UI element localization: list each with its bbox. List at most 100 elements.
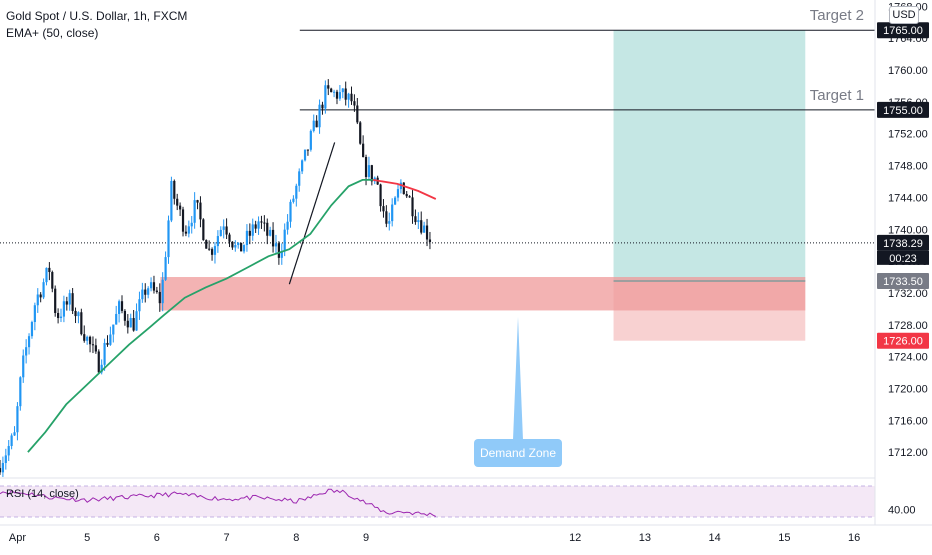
candle <box>359 122 362 144</box>
candle <box>106 342 109 345</box>
candle <box>338 92 341 99</box>
ema-layer <box>27 178 437 453</box>
candle <box>330 88 333 93</box>
candle <box>91 344 95 346</box>
target-1-price-tag-label: 1755.00 <box>883 105 923 117</box>
candle <box>420 220 423 233</box>
price-tags-layer: 1765.00 1755.00 1738.29 00:23 1733.50 1726.00 <box>877 22 929 349</box>
candle <box>292 198 295 202</box>
candle <box>266 222 269 236</box>
candle <box>237 242 240 246</box>
time-tick-label: 12 <box>569 532 581 544</box>
candle <box>109 334 112 345</box>
candle <box>277 243 280 258</box>
time-tick-label: 15 <box>778 532 790 544</box>
candle <box>45 267 48 283</box>
demand-zone-label: Demand Zone <box>480 446 556 460</box>
candle <box>309 130 312 150</box>
candle <box>1 462 5 473</box>
rsi-legend[interactable]: RSI (14, close) <box>6 488 79 500</box>
candle <box>289 201 292 222</box>
candle <box>234 245 237 248</box>
target-1-price-tag <box>877 101 929 118</box>
candle <box>118 301 121 314</box>
candle <box>222 226 225 230</box>
zones-layer <box>160 30 806 341</box>
candle <box>27 336 31 348</box>
candle <box>36 294 39 306</box>
target-2-price-tag-label: 1765.00 <box>883 25 923 37</box>
target-zone <box>613 30 806 281</box>
candle <box>417 220 420 223</box>
candle <box>402 182 405 195</box>
current-price-tag <box>877 234 929 251</box>
candle <box>120 301 124 311</box>
candle <box>97 351 100 373</box>
symbol-legend[interactable]: Gold Spot / U.S. Dollar, 1h, FXCM <box>6 9 188 23</box>
candle <box>129 318 132 328</box>
price-tick-label: 1724.00 <box>888 352 928 364</box>
candle <box>155 290 158 292</box>
candle <box>167 220 170 258</box>
candle <box>248 230 251 236</box>
candle <box>0 468 2 473</box>
candle <box>62 301 66 317</box>
candle <box>353 101 356 106</box>
candle <box>240 242 243 252</box>
candle <box>13 432 16 436</box>
candle <box>187 226 190 234</box>
candle <box>48 267 51 273</box>
candle <box>216 236 219 247</box>
candle <box>51 272 54 289</box>
candle <box>147 288 150 295</box>
current-price-tag-label: 1738.29 <box>883 238 923 250</box>
candle <box>59 316 63 319</box>
candle <box>385 211 388 224</box>
candle <box>135 311 138 331</box>
candle <box>208 248 211 250</box>
candle <box>364 157 368 177</box>
price-tick-label: 1760.00 <box>888 65 928 77</box>
candle <box>42 282 45 298</box>
candle <box>269 229 272 236</box>
candle <box>228 234 231 242</box>
candle <box>19 377 22 407</box>
candle <box>393 197 397 205</box>
candle <box>173 180 176 199</box>
candle <box>423 225 426 233</box>
candle <box>332 91 336 93</box>
candle <box>213 246 217 255</box>
rsi-layer <box>0 477 875 518</box>
candle <box>86 336 89 341</box>
candle <box>83 334 86 341</box>
candle <box>39 294 42 298</box>
candle <box>74 310 77 317</box>
candle <box>254 224 257 229</box>
candle <box>396 189 400 198</box>
candle <box>71 293 74 311</box>
price-tick-label: 1720.00 <box>888 383 928 395</box>
candle <box>312 120 315 131</box>
candle <box>225 226 228 235</box>
candle <box>80 312 83 335</box>
currency-button[interactable]: USD <box>889 6 919 24</box>
candle <box>123 310 127 321</box>
candle <box>425 225 429 240</box>
candle <box>199 202 202 220</box>
candle <box>245 230 249 246</box>
candle <box>280 251 283 258</box>
target-2-price-tag <box>877 22 929 39</box>
candle <box>152 282 156 291</box>
candle <box>112 324 115 335</box>
candle <box>295 185 298 199</box>
time-tick-label: Apr <box>9 532 26 544</box>
candle <box>379 184 382 207</box>
ema-legend[interactable]: EMA+ (50, close) <box>6 26 99 40</box>
candle <box>303 149 307 161</box>
candle <box>202 219 205 241</box>
trend-line <box>288 142 336 285</box>
time-tick-label: 13 <box>639 532 651 544</box>
candle <box>263 222 266 224</box>
